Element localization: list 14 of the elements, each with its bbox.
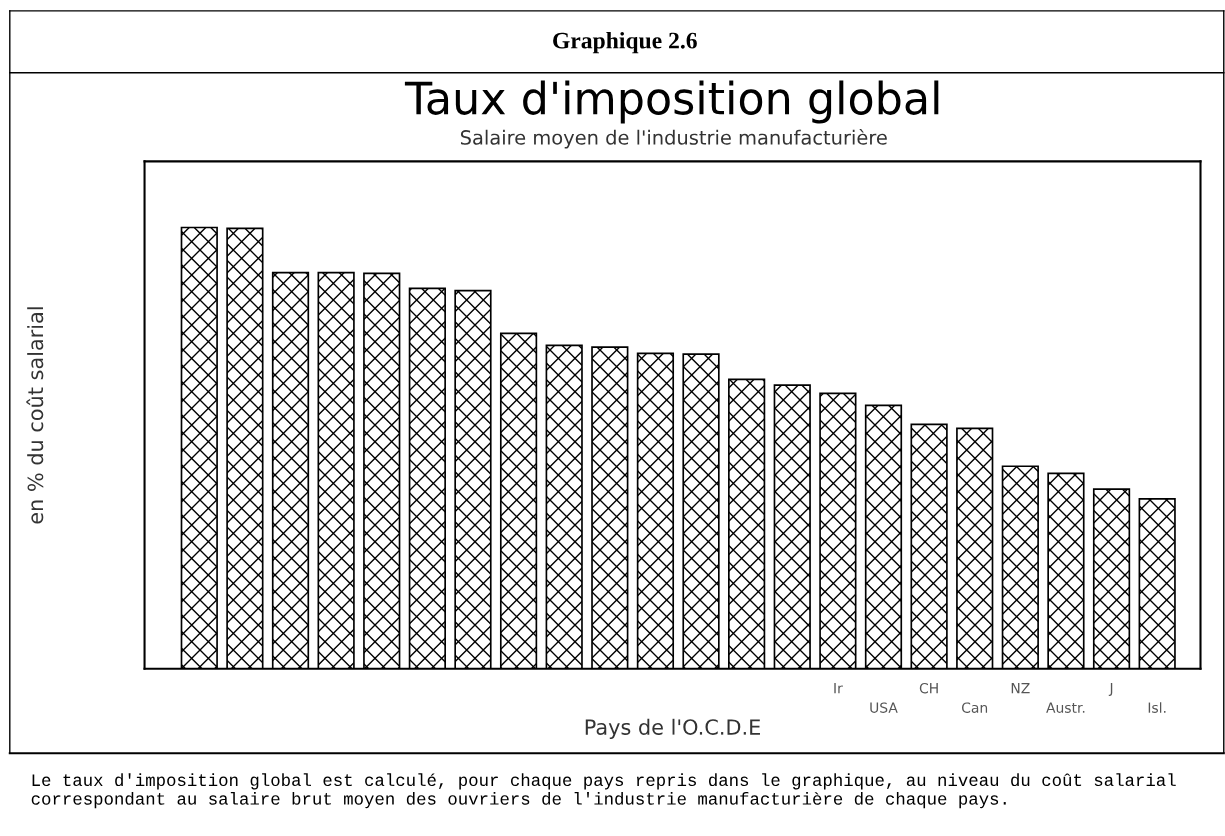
- text: Graphique 2.6: [553, 31, 697, 54]
- y-axis-title: en % du coût salarial: [26, 307, 44, 524]
- chart-title: Taux d'imposition global: [404, 80, 939, 124]
- x-tick-label: USA: [870, 702, 898, 713]
- x-axis-title: Pays de l'O.C.D.E: [585, 718, 760, 739]
- x-tick-label: Can: [961, 702, 988, 713]
- x-tick-label: CH: [919, 682, 938, 694]
- chart-subtitle: Salaire moyen de l'industrie manufacturière: [460, 128, 887, 149]
- x-tick-label: Isl.: [1148, 702, 1166, 713]
- x-tick-label: NZ: [1011, 683, 1030, 694]
- x-tick-label: Austr.: [1046, 702, 1085, 713]
- text: Le taux d'imposition global est calculé, pour chaque pays repris dans le graphique, au niveau du coût salarial correspondant au salaire brut moyen des ouvriers de l'industrie manufacturière de chaque pays.: [31, 773, 1176, 809]
- x-tick-label: Ir: [834, 683, 843, 694]
- x-tick-label: J: [1108, 683, 1113, 697]
